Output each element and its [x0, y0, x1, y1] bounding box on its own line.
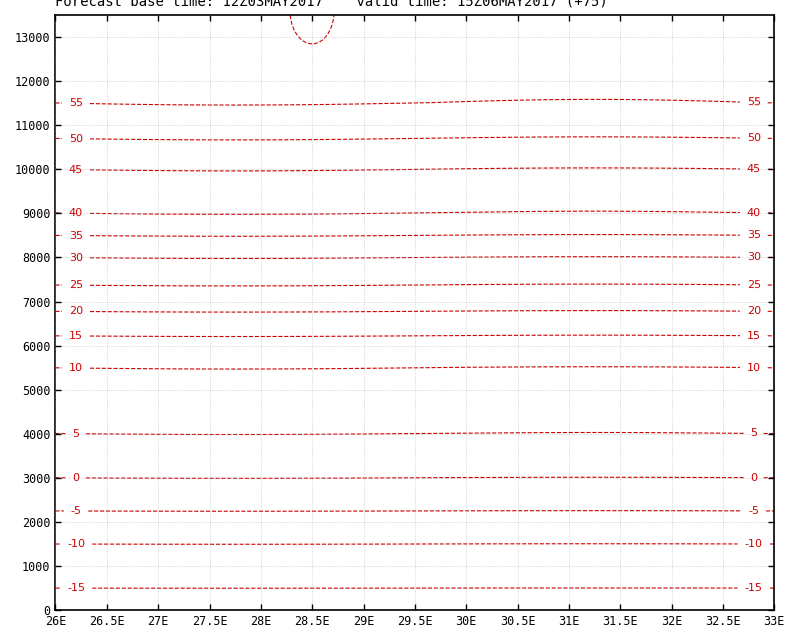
Text: 10: 10 — [69, 363, 83, 373]
Text: -10: -10 — [745, 539, 762, 549]
Text: 55: 55 — [69, 98, 83, 109]
Text: 15: 15 — [746, 331, 761, 341]
Text: -5: -5 — [70, 506, 82, 516]
Text: 20: 20 — [746, 306, 761, 316]
Text: 10: 10 — [746, 363, 761, 373]
Text: 50: 50 — [746, 133, 761, 143]
Text: -5: -5 — [748, 506, 759, 516]
Text: 25: 25 — [746, 280, 761, 290]
Text: 45: 45 — [69, 165, 83, 175]
Text: 55: 55 — [746, 97, 761, 107]
Text: -15: -15 — [745, 583, 762, 593]
Text: 20: 20 — [69, 307, 83, 316]
Text: 5: 5 — [73, 429, 79, 439]
Text: 30: 30 — [69, 253, 83, 263]
Text: 15: 15 — [69, 331, 83, 341]
Text: 5: 5 — [750, 428, 758, 439]
Text: 0: 0 — [73, 473, 79, 483]
Text: Forecast base time: 12Z03MAY2017    valid time: 15Z06MAY2017 (+75): Forecast base time: 12Z03MAY2017 valid t… — [55, 0, 608, 8]
Text: 35: 35 — [69, 231, 83, 240]
Text: -10: -10 — [67, 539, 85, 549]
Text: -15: -15 — [67, 583, 85, 593]
Text: 40: 40 — [746, 208, 761, 218]
Text: 30: 30 — [746, 252, 761, 262]
Text: 50: 50 — [69, 134, 83, 144]
Text: 45: 45 — [746, 164, 761, 174]
Text: 40: 40 — [69, 208, 83, 218]
Text: 0: 0 — [750, 473, 758, 483]
Text: 25: 25 — [69, 280, 83, 290]
Text: 35: 35 — [746, 230, 761, 240]
